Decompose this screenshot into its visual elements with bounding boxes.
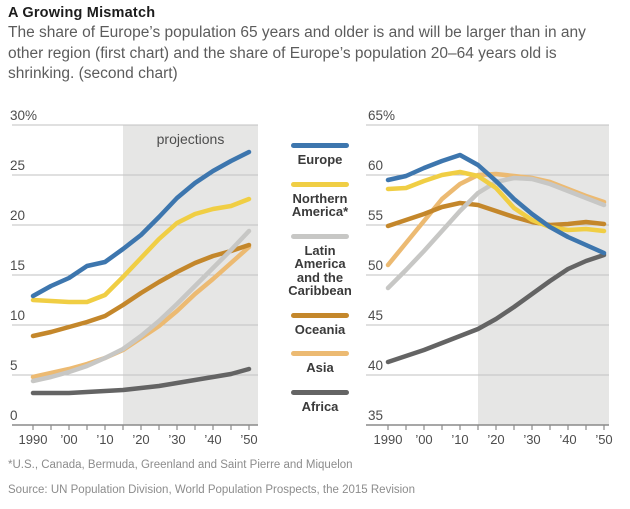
legend-item-oceania: Oceania bbox=[281, 312, 359, 337]
y-axis-label: 35 bbox=[368, 408, 383, 423]
legend-swatch-asia bbox=[291, 351, 349, 356]
x-axis-label: ’50 bbox=[595, 432, 612, 447]
y-axis-label: 45 bbox=[368, 308, 383, 323]
projections-annotation: projections bbox=[157, 131, 225, 147]
legend-item-latin-america-and-the-caribbean: Latin America and the Caribbean bbox=[281, 233, 359, 298]
series-line-europe bbox=[385, 152, 607, 256]
legend-swatch-latin-america-and-the-caribbean bbox=[291, 233, 349, 239]
series-line-latin-america-and-the-caribbean bbox=[30, 228, 252, 384]
series-line-africa bbox=[30, 366, 252, 396]
legend-item-northern-america: Northern America* bbox=[281, 181, 359, 219]
series-line-oceania bbox=[30, 242, 252, 339]
y-axis-label: 30% bbox=[10, 108, 37, 123]
x-axis-label: ’30 bbox=[168, 432, 185, 447]
footnote-source: Source: UN Population Division, World Po… bbox=[8, 484, 415, 496]
footnote-region-definition: *U.S., Canada, Bermuda, Greenland and Sa… bbox=[8, 459, 353, 471]
legend-swatch-africa bbox=[291, 389, 349, 395]
x-axis-label: ’10 bbox=[96, 432, 113, 447]
x-axis-label: ’40 bbox=[559, 432, 576, 447]
legend-label: Africa bbox=[301, 398, 339, 414]
legend-label: Europe bbox=[297, 152, 343, 167]
chart-legend: Europe Northern America* Latin America and… bbox=[281, 143, 359, 428]
x-axis-label: ’20 bbox=[132, 432, 149, 447]
legend-swatch-oceania bbox=[291, 312, 349, 318]
y-axis-label: 40 bbox=[368, 358, 383, 373]
y-axis-label: 15 bbox=[10, 258, 25, 273]
y-axis-label: 65% bbox=[368, 108, 395, 123]
chart-population-20-64: 35 40 45 50 55 60 65% 1990 ’00 ’10 ’20 ’30 ’40 ’50 bbox=[366, 108, 613, 447]
chart-population-65-and-older: 0 5 10 15 20 25 30% 1990 ’00 ’10 ’20 ’30 ’40 ’50 proje… bbox=[10, 108, 258, 447]
x-axis-label: ’20 bbox=[487, 432, 504, 447]
legend-label: Oceania bbox=[294, 321, 346, 337]
series-line-northern-america bbox=[30, 196, 252, 305]
x-axis-label: ’50 bbox=[240, 432, 257, 447]
y-axis-label: 0 bbox=[10, 408, 18, 423]
x-axis-label: 1990 bbox=[374, 432, 403, 447]
y-axis-label: 10 bbox=[10, 308, 25, 323]
x-axis-label: ’40 bbox=[204, 432, 221, 447]
legend-label: Latin America and the Caribbean bbox=[288, 242, 352, 298]
y-axis-label: 55 bbox=[368, 208, 383, 223]
legend-item-europe: Europe bbox=[281, 143, 359, 167]
legend-item-africa: Africa bbox=[281, 389, 359, 414]
legend-label: Asia bbox=[306, 360, 334, 375]
chart-subtitle: The share of Europe’s population 65 year… bbox=[8, 24, 586, 82]
series-line-oceania bbox=[385, 200, 607, 229]
legend-label: Northern America* bbox=[291, 190, 349, 219]
x-axis-label: ’30 bbox=[523, 432, 540, 447]
legend-swatch-europe bbox=[291, 143, 349, 148]
legend-item-asia: Asia bbox=[281, 351, 359, 375]
legend-swatch-northern-america bbox=[291, 181, 349, 187]
y-axis-label: 60 bbox=[368, 158, 383, 173]
series-line-africa bbox=[385, 252, 607, 365]
x-axis-label: ’00 bbox=[415, 432, 432, 447]
y-axis-label: 50 bbox=[368, 258, 383, 273]
series-line-northern-america bbox=[385, 169, 607, 234]
page-title: A Growing Mismatch bbox=[8, 5, 156, 21]
y-axis-label: 20 bbox=[10, 208, 25, 223]
y-axis-label: 5 bbox=[10, 358, 18, 373]
x-axis-label: ’10 bbox=[451, 432, 468, 447]
series-line-europe bbox=[30, 149, 252, 299]
x-axis-label: 1990 bbox=[19, 432, 48, 447]
x-axis-label: ’00 bbox=[60, 432, 77, 447]
y-axis-label: 25 bbox=[10, 158, 25, 173]
